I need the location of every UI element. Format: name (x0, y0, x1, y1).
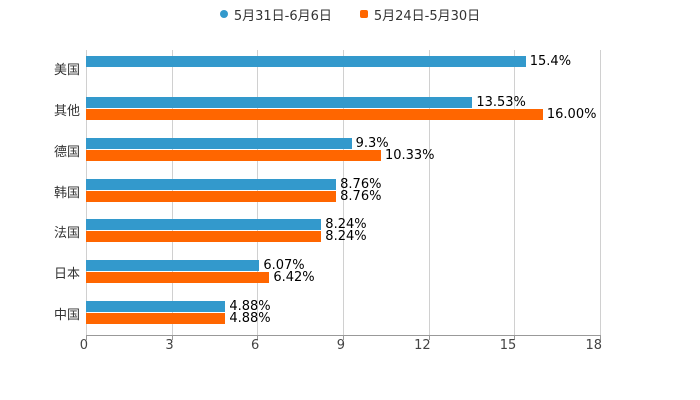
bar-value-label: 4.88% (229, 298, 271, 314)
x-axis-tick-label: 9 (336, 338, 345, 353)
legend-label-series-2: 5月24日-5月30日 (373, 8, 481, 24)
bar-series-2[interactable] (86, 231, 322, 243)
category-label: 其他 (53, 104, 80, 120)
gridline (514, 50, 516, 335)
bar-value-label: 9.3% (355, 135, 389, 151)
x-axis-tick-label: 15 (499, 338, 517, 353)
bar-value-label: 15.4% (529, 54, 572, 70)
gridline (600, 50, 601, 335)
series-1-marker-icon (219, 10, 228, 18)
gridline (428, 50, 430, 335)
bar-value-label: 8.76% (340, 176, 382, 192)
legend-item-series-1[interactable]: 5月31日-6月6日 (219, 4, 332, 24)
bar-series-1[interactable] (86, 178, 337, 190)
bar-value-label: 10.33% (384, 147, 435, 163)
category-label: 美国 (53, 63, 80, 79)
bar-value-label: 8.24% (325, 217, 367, 233)
x-axis-tick (428, 335, 430, 340)
bar-series-1[interactable] (86, 259, 260, 271)
bar-series-2[interactable] (86, 190, 337, 202)
series-2-marker-icon (359, 10, 368, 18)
bar-value-label: 8.24% (325, 229, 367, 245)
category-label: 中国 (53, 307, 80, 323)
x-axis-tick (600, 335, 601, 340)
x-axis-tick (171, 335, 173, 340)
x-axis-tick (257, 335, 259, 340)
category-label: 日本 (53, 266, 80, 282)
category-label: 韩国 (53, 185, 80, 201)
legend-label-series-1: 5月31日-6月6日 (233, 8, 332, 24)
x-axis-tick-label: 6 (251, 338, 260, 353)
bar-series-1[interactable] (86, 56, 526, 68)
bar-value-label: 4.88% (229, 310, 271, 326)
bar-series-1[interactable] (86, 300, 226, 312)
bar-value-label: 6.42% (273, 269, 315, 285)
bar-series-1[interactable] (86, 219, 322, 231)
x-axis-tick (343, 335, 344, 340)
bar-value-label: 8.76% (340, 188, 382, 204)
bar-series-2[interactable] (86, 109, 543, 121)
x-axis-tick-label: 18 (585, 338, 602, 353)
bar-series-2[interactable] (86, 149, 381, 161)
bar-value-label: 16.00% (546, 107, 597, 123)
bar-value-label: 6.07% (263, 257, 305, 273)
gridline (343, 50, 344, 335)
bar-series-1[interactable] (86, 137, 352, 149)
chart-legend: 5月31日-6月6日 5月24日-5月30日 (0, 4, 700, 24)
legend-item-series-2[interactable]: 5月24日-5月30日 (359, 4, 481, 24)
bar-value-label: 13.53% (476, 95, 526, 111)
bar-series-2[interactable] (86, 271, 270, 283)
x-axis-tick-label: 0 (79, 338, 88, 353)
x-axis-tick-label: 3 (165, 338, 174, 353)
x-axis-tick-label: 12 (414, 338, 431, 353)
category-label: 法国 (53, 226, 80, 242)
x-axis-tick (514, 335, 516, 340)
x-axis-tick (86, 335, 87, 340)
bar-series-1[interactable] (86, 97, 473, 109)
bar-series-2[interactable] (86, 312, 226, 324)
category-label: 德国 (53, 144, 80, 160)
